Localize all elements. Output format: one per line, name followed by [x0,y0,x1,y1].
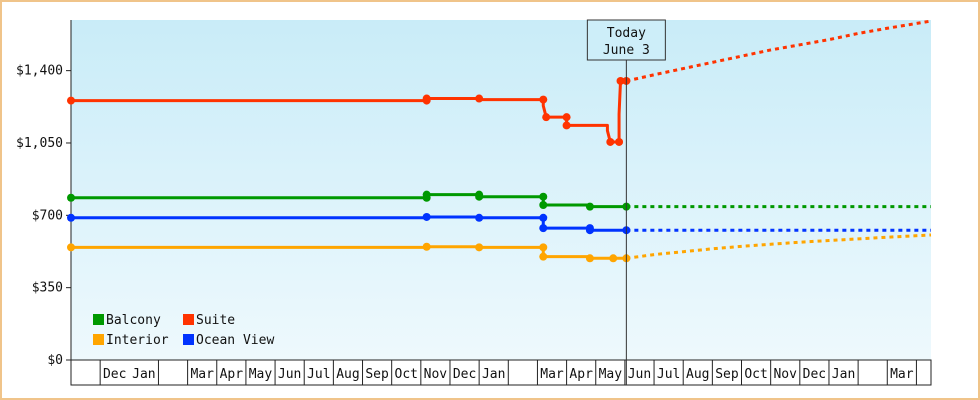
x-month-label: Jun [278,367,301,382]
x-month-label: Apr [569,367,593,382]
data-point [539,224,548,233]
data-point [606,137,615,146]
data-point [422,190,431,199]
data-point [539,95,548,104]
x-month-label: Nov [424,367,448,382]
x-month-label: Jan [832,367,855,382]
x-month-label: May [599,367,623,382]
legend-swatch [183,334,194,345]
data-point [562,121,571,130]
data-point [539,213,548,222]
data-point [67,193,75,202]
x-month-label: Mar [190,367,214,382]
data-point [539,192,548,201]
data-point [67,213,75,222]
data-point [585,202,594,211]
x-month-label: Sep [715,367,739,382]
x-month-label: May [249,367,273,382]
legend-swatch [93,314,104,325]
legend-swatch [93,334,104,345]
x-month-label: Dec [103,367,126,382]
legend-swatch [183,314,194,325]
plot-background [71,20,931,360]
data-point [539,243,548,252]
x-month-label: Sep [365,367,389,382]
data-point [422,242,431,251]
y-tick-label: $1,050 [16,136,63,151]
legend-label-ocean-view: Ocean View [196,333,274,348]
data-point [542,113,551,122]
x-month-label: Oct [395,367,418,382]
y-tick-label: $350 [32,281,63,296]
x-month-label: Mar [540,367,564,382]
x-month-label: Aug [336,367,359,382]
x-axis-band [70,359,932,386]
data-point [475,243,484,252]
data-point [609,254,618,263]
x-month-label: Oct [744,367,767,382]
data-point [422,212,431,221]
x-month-label: Jun [628,367,651,382]
data-point [616,76,625,85]
legend-label-interior: Interior [106,333,169,348]
x-month-label: Aug [686,367,709,382]
today-date: June 3 [603,43,650,58]
data-point [422,94,431,103]
x-month-label: Jul [307,367,330,382]
x-month-label: Jan [132,367,155,382]
data-point [475,213,484,222]
data-point [67,243,75,252]
today-box [586,19,666,61]
y-tick-label: $1,400 [16,64,63,79]
series-forecast-interior [626,233,932,260]
x-month-label: Dec [453,367,476,382]
x-month-label: Jan [482,367,505,382]
y-tick-label: $700 [32,208,63,223]
x-month-label: Dec [803,367,826,382]
legend-label-balcony: Balcony [106,313,161,328]
data-point [562,113,571,122]
x-month-label: Nov [773,367,797,382]
x-month-label: Apr [220,367,244,382]
data-point [539,252,548,261]
data-point [539,200,548,209]
data-point [475,192,484,201]
data-point [585,254,594,263]
data-point [585,226,594,235]
data-point [615,137,624,146]
legend-label-suite: Suite [196,313,235,328]
y-tick-label: $0 [47,353,63,368]
x-month-label: Mar [890,367,914,382]
today-label: Today [607,26,646,41]
x-month-label: Jul [657,367,680,382]
series-forecast-suite [626,19,932,83]
data-point [475,94,484,103]
data-point [67,96,75,105]
